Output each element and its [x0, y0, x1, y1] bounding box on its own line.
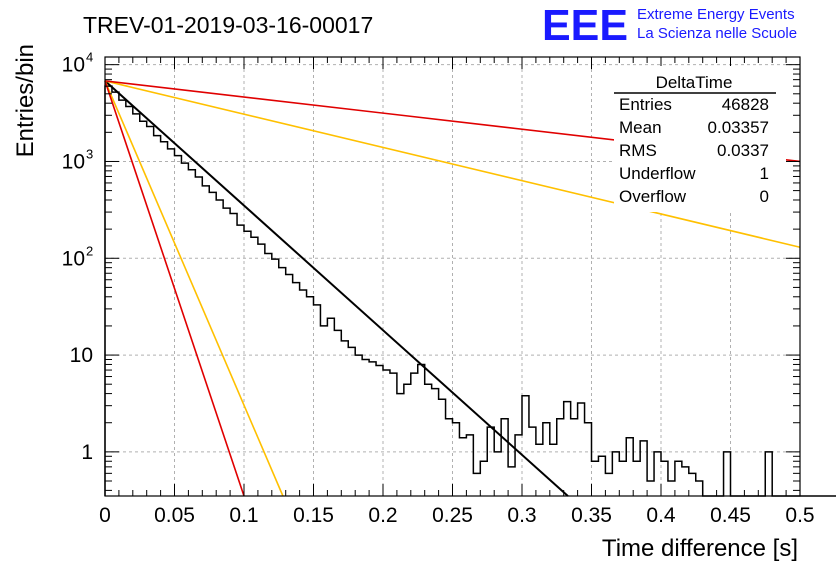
- x-tick-label: 0.25: [432, 504, 473, 527]
- y-tick-label-exponent: 2: [86, 243, 93, 258]
- fit-curve-2: [104, 80, 801, 249]
- stats-label: Mean: [619, 118, 662, 137]
- stats-header: DeltaTime: [656, 73, 733, 92]
- axes: [104, 56, 801, 497]
- x-tick-label: 0.3: [507, 504, 536, 527]
- stats-value: 46828: [722, 95, 769, 114]
- logo-line-1: Extreme Energy Events: [637, 6, 795, 23]
- stats-value: 0.03357: [708, 118, 769, 137]
- stats-label: RMS: [619, 141, 657, 160]
- stats-label: Underflow: [619, 164, 696, 183]
- y-tick-label: 10: [62, 247, 85, 270]
- stats-label: Overflow: [619, 187, 687, 206]
- stats-value: 0: [760, 187, 769, 206]
- stats-box: DeltaTime Entries 46828 Mean 0.03357 RMS 0.03…: [614, 66, 786, 212]
- x-tick-label: 0.15: [293, 504, 334, 527]
- y-tick-label: 10: [62, 54, 85, 77]
- x-tick-label: 0.1: [229, 504, 258, 527]
- y-axis-label: Entries/bin: [12, 44, 39, 157]
- fit-curve-5: [104, 80, 245, 497]
- y-tick-label-exponent: 3: [86, 146, 93, 161]
- tick-labels: 0 0.05 0.1 0.15 0.2 0.25 0.3 0.35 0.4 0.45 0.51101…: [62, 50, 815, 527]
- y-tick-label: 1: [81, 441, 93, 464]
- x-tick-label: 0.35: [571, 504, 612, 527]
- fit-curve-1: [104, 80, 569, 497]
- logo-line-2: La Scienza nelle Scuole: [637, 25, 797, 42]
- x-tick-label: 0.4: [646, 504, 676, 527]
- stats-rows: Entries 46828 Mean 0.03357 RMS 0.0337 Underflo…: [619, 95, 769, 206]
- x-tick-label: 0: [99, 504, 111, 527]
- x-axis-label: Time difference [s]: [602, 535, 798, 562]
- stats-value: 1: [760, 164, 769, 183]
- chart-title: TREV-01-2019-03-16-00017: [83, 12, 373, 38]
- y-tick-label-exponent: 4: [86, 50, 93, 65]
- x-tick-label: 0.05: [154, 504, 195, 527]
- x-tick-label: 0.45: [710, 504, 751, 527]
- stats-value: 0.0337: [717, 141, 769, 160]
- x-tick-label: 0.2: [368, 504, 397, 527]
- logo-mark: EEE: [542, 1, 628, 50]
- fit-curve-4: [104, 80, 284, 497]
- y-tick-label: 10: [62, 150, 85, 173]
- y-tick-label: 10: [70, 344, 93, 367]
- eee-logo: EEE Extreme Energy Events La Scienza nel…: [542, 1, 797, 50]
- stats-box-bg: [614, 66, 786, 212]
- x-tick-label: 0.5: [785, 504, 814, 527]
- stats-label: Entries: [619, 95, 672, 114]
